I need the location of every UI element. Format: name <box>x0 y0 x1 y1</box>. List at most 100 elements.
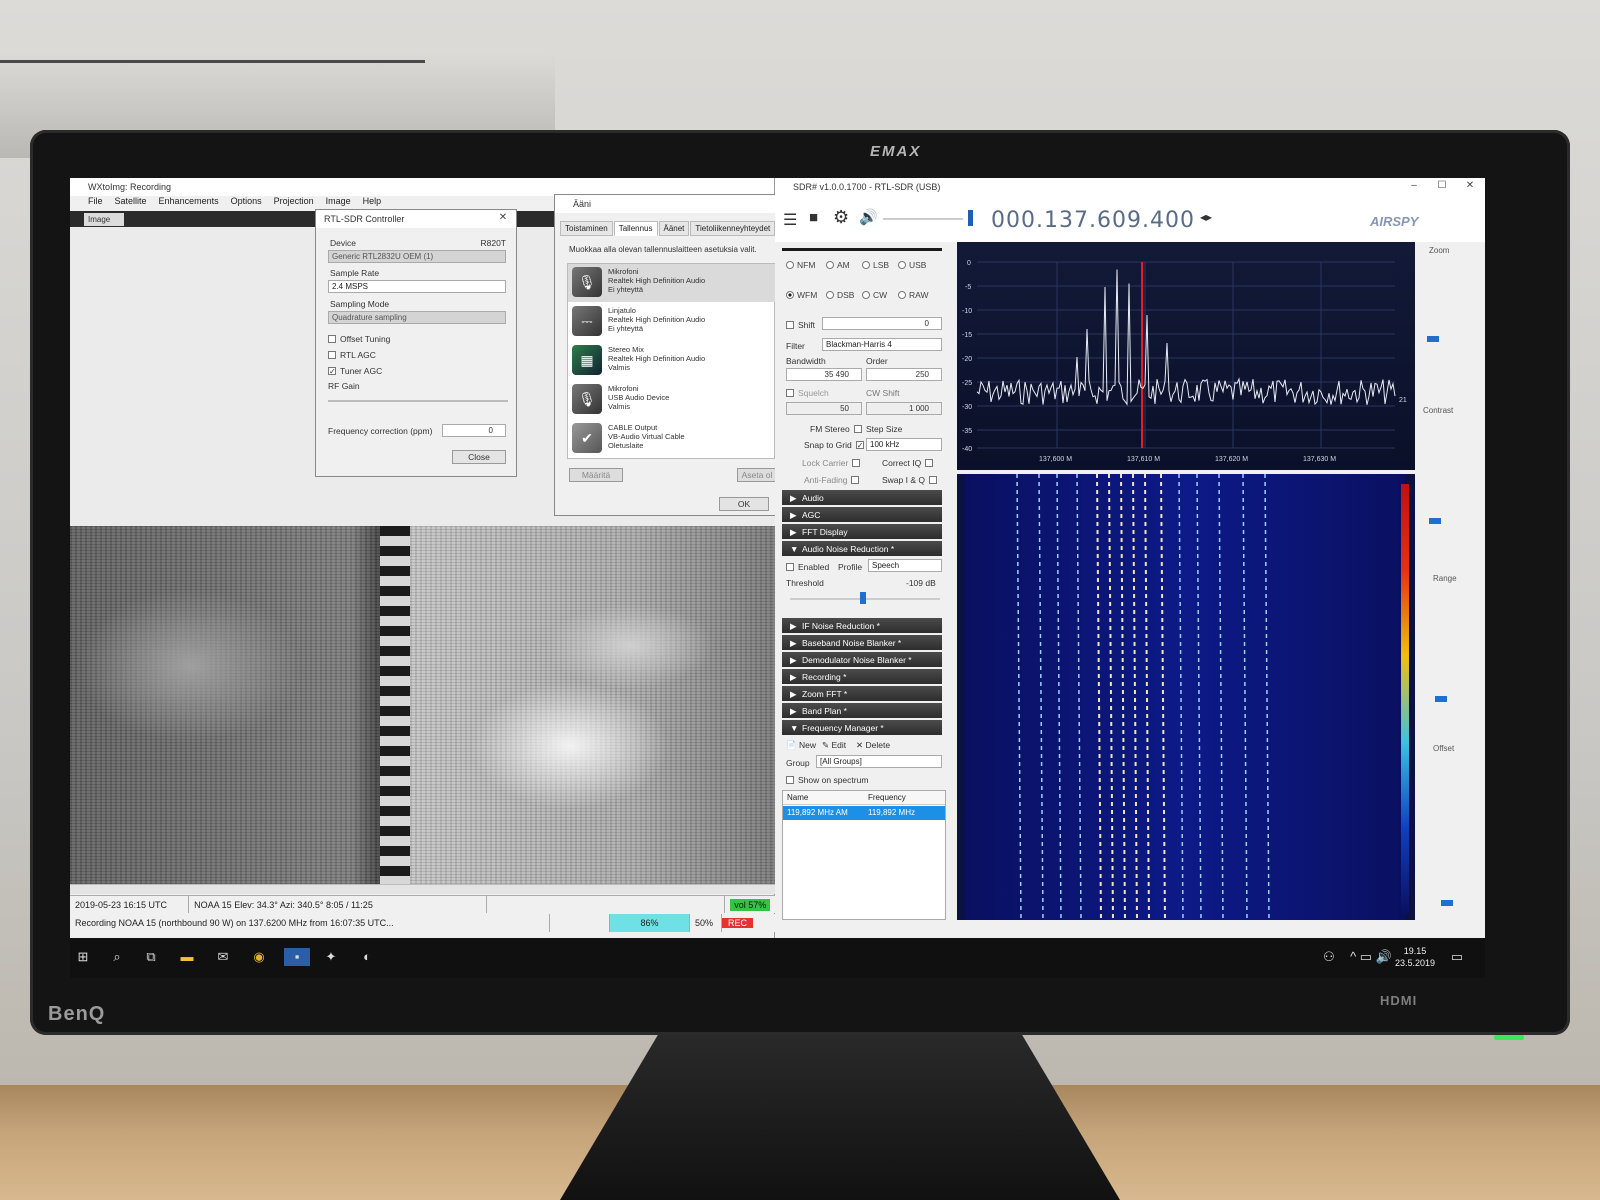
range-slider[interactable] <box>1435 696 1447 702</box>
chrome-icon[interactable]: ◉ <box>253 949 265 964</box>
snap-to-grid-checkbox[interactable]: ✓ Snap to Grid <box>804 440 864 450</box>
notifications-icon[interactable]: ▭ <box>1450 949 1464 964</box>
filter-select[interactable]: Blackman-Harris 4 <box>822 338 942 351</box>
freq-correction-input[interactable]: 0 <box>442 424 506 437</box>
waterfall-display[interactable] <box>957 473 1415 921</box>
taskbar-clock[interactable]: 19.15 23.5.2019 <box>1394 946 1435 968</box>
search-icon[interactable]: ⌕ <box>113 949 121 964</box>
tab-recording[interactable]: Tallennus <box>613 221 658 236</box>
mode-nfm[interactable]: NFM <box>786 260 815 270</box>
shift-checkbox[interactable]: Shift <box>786 320 815 330</box>
tab-playback[interactable]: Toistaminen <box>560 221 613 236</box>
tuning-arrows-icon[interactable]: ◂▸ <box>1200 210 1213 224</box>
shift-input[interactable]: 0 <box>822 317 942 330</box>
ok-button[interactable]: OK <box>719 497 769 511</box>
section-band-plan[interactable]: ▶ Band Plan * <box>782 703 942 718</box>
sdrsharp-taskbar-icon[interactable]: ✦ <box>325 949 337 964</box>
tab-image[interactable]: Image <box>84 213 124 226</box>
menu-satellite[interactable]: Satellite <box>114 196 147 206</box>
sample-rate-select[interactable]: 2.4 MSPS <box>328 280 506 293</box>
section-zoom-fft[interactable]: ▶ Zoom FFT * <box>782 686 942 701</box>
stop-icon[interactable]: ■ <box>809 209 819 226</box>
rf-gain-slider[interactable] <box>328 400 508 402</box>
tab-sounds[interactable]: Äänet <box>658 221 690 236</box>
section-recording[interactable]: ▶ Recording * <box>782 669 942 684</box>
section-audio-noise-reduction[interactable]: ▼ Audio Noise Reduction * <box>782 541 942 556</box>
menu-icon[interactable]: ☰ <box>783 212 798 229</box>
tab-communications[interactable]: Tietoliikenneyhteydet <box>690 221 776 236</box>
anti-fading-checkbox[interactable]: Anti-Fading <box>804 475 860 485</box>
list-item[interactable]: 🎙 Mikrofoni Realtek High Definition Audio… <box>568 264 776 302</box>
rtl-agc-checkbox[interactable]: RTL AGC <box>328 350 376 360</box>
task-view-icon[interactable]: ⧉ <box>146 949 156 964</box>
lock-carrier-checkbox[interactable]: Lock Carrier <box>802 458 861 468</box>
bandwidth-input[interactable]: 35 490 <box>786 368 862 381</box>
mode-dsb[interactable]: DSB <box>826 290 854 300</box>
sampling-mode-select[interactable]: Quadrature sampling <box>328 311 506 324</box>
anr-threshold-thumb[interactable] <box>860 592 866 604</box>
fm-group-select[interactable]: [All Groups] <box>816 755 942 768</box>
anr-profile-select[interactable]: Speech <box>868 559 942 572</box>
mail-icon[interactable]: ✉ <box>217 949 229 964</box>
zoom-slider[interactable] <box>1427 336 1439 342</box>
wxtoimg-taskbar-icon[interactable]: ▪ <box>284 948 310 966</box>
table-row[interactable]: 119,892 MHz AM 119,892 MHz <box>783 806 945 820</box>
section-fft-display[interactable]: ▶ FFT Display <box>782 524 942 539</box>
order-input[interactable]: 250 <box>866 368 942 381</box>
fm-stereo-checkbox[interactable]: FM Stereo <box>810 424 862 434</box>
menu-file[interactable]: File <box>88 196 103 206</box>
list-item[interactable]: 🎙 Mikrofoni USB Audio Device Valmis <box>568 381 776 419</box>
fm-delete-button[interactable]: ✕ Delete <box>856 740 891 750</box>
offset-slider[interactable] <box>1441 900 1453 906</box>
configure-button[interactable]: Määritä <box>569 468 623 482</box>
menu-projection[interactable]: Projection <box>273 196 314 206</box>
menu-help[interactable]: Help <box>362 196 382 206</box>
offset-tuning-checkbox[interactable]: Offset Tuning <box>328 334 390 344</box>
close-button[interactable]: Close <box>452 450 506 464</box>
close-icon[interactable]: ✕ <box>1465 180 1475 191</box>
correct-iq-checkbox[interactable]: Correct IQ <box>882 458 934 468</box>
close-icon[interactable]: ✕ <box>498 212 508 223</box>
volume-slider[interactable] <box>883 218 963 220</box>
list-item[interactable]: ⎓ Linjatulo Realtek High Definition Audio… <box>568 303 776 341</box>
squelch-input[interactable]: 50 <box>786 402 862 415</box>
volume-thumb[interactable] <box>968 210 973 226</box>
tuner-agc-checkbox[interactable]: ✓ Tuner AGC <box>328 366 383 376</box>
anr-enabled-checkbox[interactable]: Enabled <box>786 562 829 572</box>
file-explorer-icon[interactable]: ▬ <box>180 949 194 964</box>
swap-iq-checkbox[interactable]: Swap I & Q <box>882 475 937 485</box>
minimize-icon[interactable]: – <box>1411 180 1417 191</box>
frequency-display[interactable]: 000.137.609.400 <box>991 208 1195 233</box>
section-agc[interactable]: ▶ AGC <box>782 507 942 522</box>
mode-am[interactable]: AM <box>826 260 850 270</box>
fm-new-button[interactable]: 📄 New <box>786 740 816 750</box>
cw-shift-input[interactable]: 1 000 <box>866 402 942 415</box>
mode-cw[interactable]: CW <box>862 290 887 300</box>
windows-start-icon[interactable]: ⊞ <box>77 949 89 964</box>
set-default-button[interactable]: Aseta ol <box>737 468 777 482</box>
sound-taskbar-icon[interactable]: ◐ <box>363 949 371 964</box>
maximize-icon[interactable]: ☐ <box>1437 180 1447 191</box>
section-demodulator-noise-blanker[interactable]: ▶ Demodulator Noise Blanker * <box>782 652 942 667</box>
system-tray-icons[interactable]: ^ ▭ 🔊 <box>1350 949 1392 964</box>
column-frequency[interactable]: Frequency <box>868 793 906 802</box>
people-icon[interactable]: ⚇ <box>1323 949 1335 964</box>
step-size-select[interactable]: 100 kHz <box>866 438 942 451</box>
horizontal-scrollbar[interactable] <box>70 884 775 894</box>
contrast-slider[interactable] <box>1429 518 1441 524</box>
show-on-spectrum-checkbox[interactable]: Show on spectrum <box>786 775 868 785</box>
squelch-checkbox[interactable]: Squelch <box>786 388 829 398</box>
mode-wfm[interactable]: WFM <box>786 290 817 300</box>
list-item[interactable]: ✔ CABLE Output VB-Audio Virtual Cable Olet… <box>568 420 776 458</box>
section-audio[interactable]: ▶ Audio <box>782 490 942 505</box>
spectrum-display[interactable]: 0 -5 -10 -15 -20 -25 -30 -35 -40 137,600… <box>957 242 1415 470</box>
section-if-noise-reduction[interactable]: ▶ IF Noise Reduction * <box>782 618 942 633</box>
column-name[interactable]: Name <box>787 793 809 802</box>
list-item[interactable]: ▦ Stereo Mix Realtek High Definition Audi… <box>568 342 776 380</box>
section-frequency-manager[interactable]: ▼ Frequency Manager * <box>782 720 942 735</box>
device-select[interactable]: Generic RTL2832U OEM (1) <box>328 250 506 263</box>
menu-enhancements[interactable]: Enhancements <box>158 196 219 206</box>
gear-icon[interactable]: ⚙ <box>833 207 850 227</box>
mode-raw[interactable]: RAW <box>898 290 929 300</box>
fm-edit-button[interactable]: ✎ Edit <box>822 740 847 750</box>
